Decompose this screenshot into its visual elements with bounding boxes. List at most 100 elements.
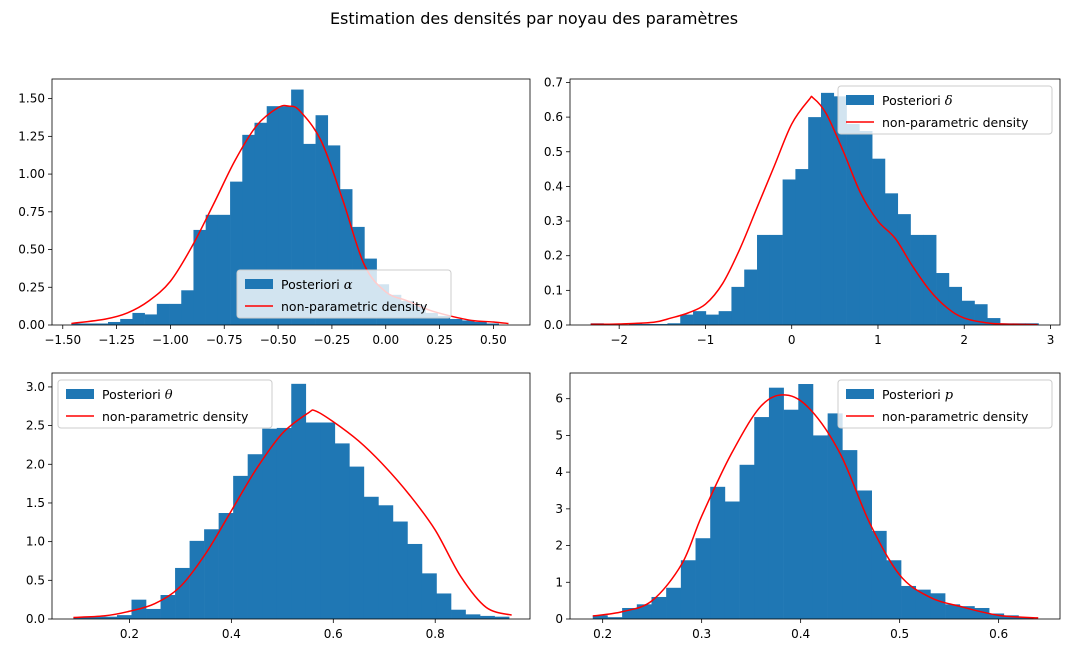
hist-bar xyxy=(291,383,307,619)
kde-line xyxy=(73,409,512,619)
legend-hist-label: Posteriori θ xyxy=(102,387,173,403)
hist-bar xyxy=(886,560,902,619)
x-tick-label: 0.6 xyxy=(989,627,1008,641)
hist-bar xyxy=(636,604,652,619)
hist-bar xyxy=(945,604,961,619)
hist-bar xyxy=(757,234,771,325)
y-tick-label: 0.0 xyxy=(26,612,45,626)
hist-bar xyxy=(349,466,365,619)
y-tick-label: 1.0 xyxy=(26,535,45,549)
x-tick-label: −2 xyxy=(610,333,628,347)
x-tick-label: 0 xyxy=(788,333,796,347)
y-tick-label: 3 xyxy=(555,502,563,516)
hist-bar xyxy=(494,616,510,619)
hist-bar xyxy=(769,234,783,325)
hist-bar xyxy=(120,318,133,325)
subplot-alpha: −1.50 −1.25 −1.00 −0.75 −0.50 −0.25 0.00 0.25 0.… xyxy=(18,78,531,347)
legend-kde-label: non-parametric density xyxy=(102,409,249,424)
hist-bar xyxy=(739,464,755,619)
hist-bar xyxy=(859,130,873,325)
hist-bar xyxy=(83,323,97,325)
hist-bar xyxy=(205,214,219,325)
subplot-theta: 0.2 0.4 0.6 0.8 0.0 0.5 1.0 1.5 2.0 2.5 3.0 Posteri… xyxy=(26,372,531,641)
hist-bar xyxy=(108,321,121,325)
x-tick-label: 0.4 xyxy=(222,627,241,641)
hist-bar xyxy=(629,323,643,325)
y-tick-label: 0 xyxy=(555,612,563,626)
hist-bar xyxy=(884,193,899,325)
hist-bar xyxy=(71,323,84,325)
hist-bar xyxy=(782,179,796,325)
hist-bar xyxy=(910,234,924,325)
y-tick-label: 0.1 xyxy=(544,283,563,297)
hist-bar xyxy=(73,617,89,619)
hist-bar xyxy=(731,286,745,325)
legend-box xyxy=(57,379,273,429)
x-tick-label: 1 xyxy=(874,333,882,347)
y-tick-label: 1 xyxy=(555,575,563,589)
hist-bar xyxy=(421,573,437,619)
legend-hist-swatch xyxy=(846,389,874,399)
kde-line xyxy=(592,394,1039,619)
hist-bar xyxy=(930,593,946,619)
hist-bar xyxy=(622,607,638,619)
hist-bar xyxy=(666,587,682,619)
hist-bar xyxy=(462,320,475,325)
hist-bar xyxy=(378,505,394,619)
hist-bar xyxy=(132,312,145,325)
legend-alpha: Posteriori α non-parametric density xyxy=(236,269,452,319)
hist-bar xyxy=(812,435,828,619)
hist-bar xyxy=(724,501,740,619)
plot-area-theta xyxy=(73,383,512,619)
hist-bar xyxy=(474,321,487,325)
hist-bar xyxy=(871,530,887,619)
hist-bar xyxy=(961,300,975,325)
hist-bar xyxy=(334,443,350,619)
y-tick-label: 2.5 xyxy=(26,419,45,433)
y-tick-label: 0.50 xyxy=(18,243,45,257)
x-tick-label: 0.50 xyxy=(480,333,507,347)
kde-line xyxy=(590,95,1038,325)
hist-bar xyxy=(160,595,176,619)
x-tick-label: 0.4 xyxy=(791,627,810,641)
x-tick-label: −1.25 xyxy=(98,333,135,347)
legend-box xyxy=(837,379,1053,429)
legend-kde-label: non-parametric density xyxy=(882,409,1029,424)
hist-bar xyxy=(193,229,206,325)
y-tick-label: 0.6 xyxy=(544,110,563,124)
legend-kde-label: non-parametric density xyxy=(882,115,1029,130)
subplot-delta: −2 −1 0 1 2 3 0.0 0.1 0.2 0.3 0.4 0.5 0.6 0.7 Posterio… xyxy=(544,75,1061,347)
hist-bar xyxy=(641,323,655,325)
legend-theta: Posteriori θ non-parametric density xyxy=(57,379,273,429)
hist-bar xyxy=(320,422,336,619)
hist-bar xyxy=(808,117,822,325)
hist-bar xyxy=(116,615,132,619)
x-tick-label: 3 xyxy=(1047,333,1055,347)
y-tick-label: 0.3 xyxy=(544,214,563,228)
plot-area-p xyxy=(592,384,1039,619)
hist-bar xyxy=(680,560,696,619)
hist-bar xyxy=(936,273,950,325)
hist-bar xyxy=(392,521,408,619)
hist-bar xyxy=(233,475,248,619)
hist-bar xyxy=(592,615,608,619)
legend-p: Posteriori p non-parametric density xyxy=(837,379,1053,429)
figure-suptitle: Estimation des densités par noyau des pa… xyxy=(330,9,738,28)
y-tick-label: 4 xyxy=(555,465,563,479)
hist-bar xyxy=(915,589,931,619)
hist-bar xyxy=(291,89,304,325)
legend-hist-label: Posteriori α xyxy=(281,277,353,293)
axes-frame xyxy=(569,78,1061,326)
legend-hist-swatch xyxy=(846,95,874,105)
hist-bar xyxy=(667,323,681,325)
hist-bar xyxy=(974,607,990,619)
hist-bar xyxy=(363,496,379,619)
hist-bar xyxy=(768,387,784,619)
hist-bar xyxy=(204,529,219,619)
hist-bar xyxy=(795,169,809,325)
x-tick-label: 0.6 xyxy=(324,627,343,641)
hist-bar xyxy=(987,318,1001,325)
y-tick-label: 6 xyxy=(555,392,563,406)
legend-box xyxy=(236,269,452,319)
hist-bar xyxy=(169,303,182,325)
